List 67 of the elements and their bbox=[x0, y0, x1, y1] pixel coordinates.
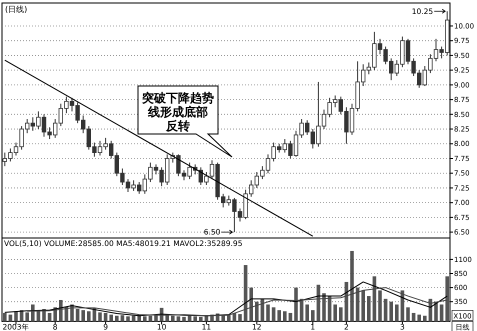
bar bbox=[143, 316, 147, 322]
bar bbox=[176, 316, 180, 322]
bar bbox=[378, 290, 382, 322]
bar bbox=[372, 276, 376, 322]
bar bbox=[316, 284, 320, 322]
bar bbox=[423, 316, 427, 322]
bar bbox=[115, 316, 119, 322]
bar bbox=[104, 312, 108, 322]
bar bbox=[126, 316, 130, 322]
bar bbox=[249, 288, 253, 322]
bar bbox=[445, 276, 449, 322]
bar bbox=[272, 307, 276, 322]
bar bbox=[3, 312, 7, 322]
bar bbox=[120, 315, 124, 322]
bar bbox=[406, 307, 410, 322]
bar bbox=[440, 304, 444, 322]
bar bbox=[25, 312, 29, 322]
annotation: 突破下降趋势线形成底部反转 bbox=[141, 91, 214, 133]
bar bbox=[333, 304, 337, 322]
bar bbox=[339, 307, 343, 322]
bar bbox=[14, 311, 18, 322]
line-series bbox=[26, 287, 448, 316]
line-series bbox=[4, 281, 448, 316]
bar bbox=[154, 315, 158, 322]
bar bbox=[283, 311, 287, 322]
bar bbox=[48, 312, 52, 322]
bar bbox=[193, 316, 197, 322]
bar bbox=[148, 316, 152, 322]
bar bbox=[87, 311, 91, 322]
bar bbox=[305, 304, 309, 322]
bar bbox=[109, 314, 113, 322]
bar bbox=[328, 296, 332, 322]
bar bbox=[288, 312, 292, 322]
bar bbox=[389, 302, 393, 322]
bar bbox=[344, 282, 348, 322]
bar bbox=[199, 316, 203, 322]
bar bbox=[266, 304, 270, 322]
bar bbox=[384, 298, 388, 322]
bar bbox=[260, 298, 264, 322]
bar bbox=[311, 310, 315, 322]
bar bbox=[171, 316, 175, 322]
bar bbox=[81, 310, 85, 322]
bar bbox=[294, 288, 298, 322]
bar bbox=[277, 310, 281, 322]
bar bbox=[98, 312, 102, 322]
chart-title: (日线) bbox=[5, 5, 28, 14]
bar bbox=[182, 316, 186, 322]
bar bbox=[238, 314, 242, 322]
bar bbox=[412, 312, 416, 322]
bar bbox=[356, 288, 360, 322]
bar bbox=[244, 265, 248, 322]
bar bbox=[300, 298, 304, 322]
bar bbox=[227, 315, 231, 322]
bar bbox=[188, 316, 192, 322]
bar bbox=[350, 250, 354, 322]
bar bbox=[132, 316, 136, 322]
bar bbox=[395, 304, 399, 322]
bar bbox=[255, 302, 259, 322]
bar bbox=[76, 309, 80, 322]
bar bbox=[322, 293, 326, 322]
bar bbox=[20, 310, 24, 322]
bar bbox=[36, 311, 40, 322]
bar bbox=[8, 314, 12, 322]
bar bbox=[367, 296, 371, 322]
bar bbox=[417, 314, 421, 322]
bar bbox=[400, 290, 404, 322]
bar bbox=[361, 290, 365, 322]
